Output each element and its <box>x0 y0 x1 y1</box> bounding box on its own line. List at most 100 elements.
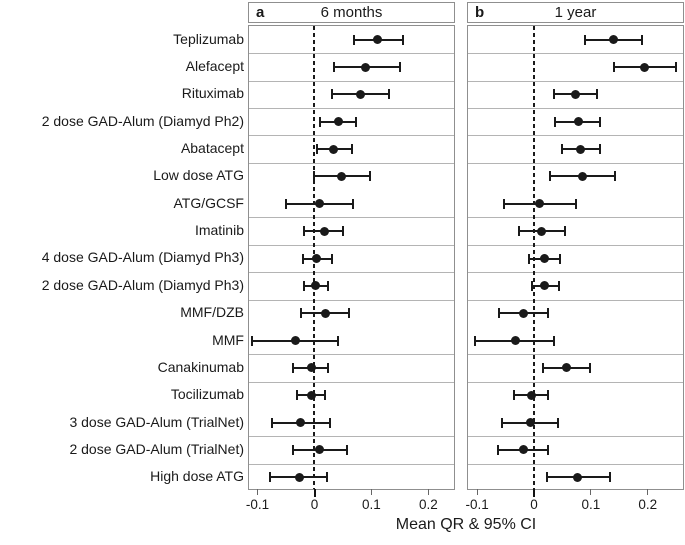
row-label: 2 dose GAD-Alum (Diamyd Ph2) <box>41 112 244 129</box>
row-separator-line <box>249 217 454 219</box>
ci-lower-cap <box>584 34 587 45</box>
point-estimate-marker <box>355 89 365 99</box>
ci-lower-cap <box>302 280 305 291</box>
ci-upper-cap <box>558 253 561 264</box>
point-estimate-marker <box>576 144 586 154</box>
x-axis-tick <box>370 489 372 495</box>
row-separator-line <box>468 244 683 246</box>
ci-lower-cap <box>302 226 305 237</box>
ci-lower-cap <box>554 116 557 127</box>
row-label: Tocilizumab <box>170 386 244 403</box>
point-estimate-marker <box>540 281 550 291</box>
point-estimate-marker <box>537 226 547 236</box>
point-estimate-marker <box>562 363 572 373</box>
point-estimate-marker <box>519 308 529 318</box>
ci-upper-cap <box>348 308 351 319</box>
point-estimate-marker <box>609 35 619 45</box>
ci-upper-cap <box>598 144 601 155</box>
ci-lower-cap <box>296 390 299 401</box>
row-separator-line <box>468 299 683 301</box>
row-label: ATG/GCSF <box>173 194 244 211</box>
point-estimate-marker <box>573 472 583 482</box>
x-axis-label: Mean QR & 95% CI <box>395 516 537 533</box>
row-separator-line <box>468 463 683 465</box>
point-estimate-marker <box>296 418 306 428</box>
ci-upper-cap <box>641 34 644 45</box>
ci-upper-cap <box>387 89 390 100</box>
ci-lower-cap <box>612 62 615 73</box>
row-label: Alefacept <box>185 58 244 75</box>
row-separator-line <box>468 272 683 274</box>
ci-upper-cap <box>341 226 344 237</box>
ci-upper-cap <box>398 62 401 73</box>
row-separator-line <box>249 162 454 164</box>
ci-upper-cap <box>328 417 331 428</box>
panel-a-title: 6 months <box>320 4 383 21</box>
point-estimate-marker <box>319 226 329 236</box>
row-label: Canakinumab <box>157 358 244 375</box>
ci-upper-cap <box>355 116 358 127</box>
ci-upper-cap <box>352 198 355 209</box>
row-separator-line <box>468 80 683 82</box>
point-estimate-marker <box>336 171 346 181</box>
row-separator-line <box>468 381 683 383</box>
row-label: 2 dose GAD-Alum (TrialNet) <box>69 440 244 457</box>
ci-lower-cap <box>250 335 253 346</box>
row-separator-line <box>249 135 454 137</box>
x-axis-tick <box>647 489 649 495</box>
point-estimate-marker <box>315 445 325 455</box>
x-axis-tick-label: 0.1 <box>581 497 601 512</box>
row-label: Rituximab <box>181 85 244 102</box>
ci-upper-cap <box>595 89 598 100</box>
panel-a-letter: a <box>256 4 265 21</box>
ci-upper-cap <box>558 280 560 291</box>
x-axis-tick-label: -0.1 <box>245 497 270 512</box>
row-separator-line <box>468 436 683 438</box>
point-estimate-marker <box>535 199 545 209</box>
x-axis-tick-label: 0.2 <box>638 497 658 512</box>
row-label: 3 dose GAD-Alum (TrialNet) <box>69 413 244 430</box>
row-separator-line <box>249 381 454 383</box>
row-separator-line <box>249 53 454 55</box>
ci-lower-cap <box>497 444 500 455</box>
row-label: Abatacept <box>180 140 244 157</box>
ci-lower-cap <box>285 198 287 209</box>
ci-lower-cap <box>548 171 551 182</box>
ci-lower-cap <box>528 253 531 264</box>
row-label: MMF/DZB <box>180 304 244 321</box>
ci-upper-cap <box>557 417 560 428</box>
ci-lower-cap <box>268 472 271 483</box>
ci-upper-cap <box>369 171 372 182</box>
ci-upper-cap <box>608 472 611 483</box>
x-axis-tick-label: -0.1 <box>465 497 489 512</box>
ci-upper-cap <box>563 226 566 237</box>
row-separator-line <box>468 135 683 137</box>
point-estimate-marker <box>510 336 520 346</box>
ci-upper-cap <box>331 253 334 264</box>
row-labels-column: Teplizumab Alefacept Rituximab 2 dose GAD-A… <box>0 25 244 490</box>
point-estimate-marker <box>519 445 529 455</box>
ci-upper-cap <box>547 444 550 455</box>
ci-lower-cap <box>502 198 505 209</box>
point-estimate-marker <box>361 62 371 72</box>
ci-upper-cap <box>553 335 556 346</box>
point-estimate-marker <box>372 35 382 45</box>
point-estimate-marker <box>329 144 339 154</box>
x-axis-tick <box>533 489 536 497</box>
ci-lower-cap <box>292 362 295 373</box>
row-label: MMF <box>212 331 244 348</box>
ci-upper-cap <box>351 144 354 155</box>
x-axis-tick-label: 0 <box>530 497 538 512</box>
x-axis-tick-label: 0.2 <box>418 497 438 512</box>
point-estimate-marker <box>540 254 550 263</box>
panel-b-title: 1 year <box>554 4 597 21</box>
ci-upper-cap <box>613 171 616 182</box>
x-axis-tick <box>427 489 429 495</box>
point-estimate-marker <box>306 363 316 373</box>
point-estimate-marker <box>311 281 321 291</box>
ci-lower-cap <box>546 472 549 483</box>
ci-upper-cap <box>327 362 330 373</box>
row-separator-line <box>468 162 683 164</box>
ci-upper-cap <box>575 198 578 209</box>
point-estimate-marker <box>294 472 304 482</box>
